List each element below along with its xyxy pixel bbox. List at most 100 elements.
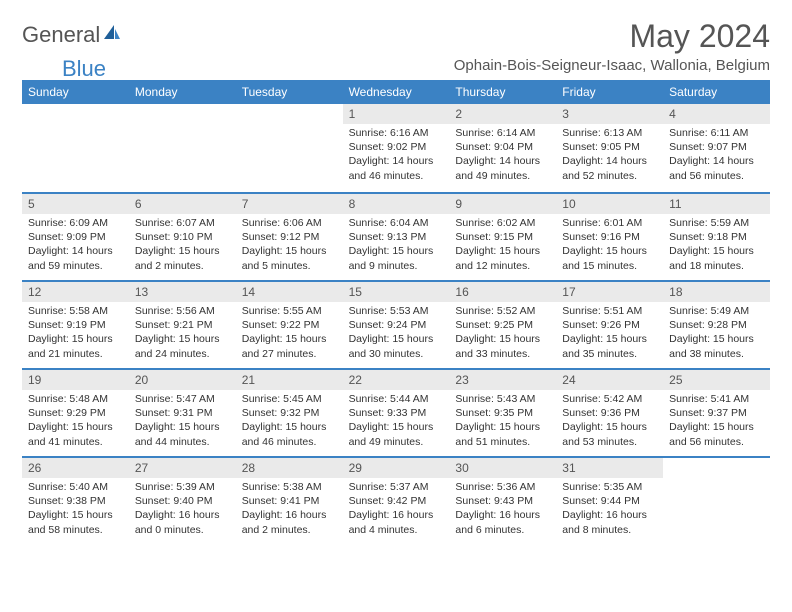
brand-logo: General <box>22 18 124 48</box>
day-details: Sunrise: 5:49 AMSunset: 9:28 PMDaylight:… <box>663 304 770 361</box>
calendar-cell: 3Sunrise: 6:13 AMSunset: 9:05 PMDaylight… <box>556 104 663 192</box>
calendar-cell: 1Sunrise: 6:16 AMSunset: 9:02 PMDaylight… <box>343 104 450 192</box>
daylight-line: Daylight: 15 hours and 38 minutes. <box>669 332 764 360</box>
day-details: Sunrise: 5:41 AMSunset: 9:37 PMDaylight:… <box>663 392 770 449</box>
sunrise-line: Sunrise: 6:14 AM <box>455 126 550 140</box>
day-number: 18 <box>663 282 770 302</box>
sunset-line: Sunset: 9:15 PM <box>455 230 550 244</box>
day-details: Sunrise: 6:09 AMSunset: 9:09 PMDaylight:… <box>22 216 129 273</box>
sunrise-line: Sunrise: 5:37 AM <box>349 480 444 494</box>
sunrise-line: Sunrise: 5:40 AM <box>28 480 123 494</box>
day-details: Sunrise: 5:51 AMSunset: 9:26 PMDaylight:… <box>556 304 663 361</box>
daylight-line: Daylight: 15 hours and 27 minutes. <box>242 332 337 360</box>
daylight-line: Daylight: 15 hours and 56 minutes. <box>669 420 764 448</box>
daylight-line: Daylight: 14 hours and 49 minutes. <box>455 154 550 182</box>
day-number: 21 <box>236 370 343 390</box>
day-number: 5 <box>22 194 129 214</box>
calendar-cell: 11Sunrise: 5:59 AMSunset: 9:18 PMDayligh… <box>663 192 770 280</box>
day-details: Sunrise: 5:56 AMSunset: 9:21 PMDaylight:… <box>129 304 236 361</box>
day-number: 25 <box>663 370 770 390</box>
daylight-line: Daylight: 15 hours and 53 minutes. <box>562 420 657 448</box>
calendar-cell: 14Sunrise: 5:55 AMSunset: 9:22 PMDayligh… <box>236 280 343 368</box>
sunset-line: Sunset: 9:42 PM <box>349 494 444 508</box>
calendar-cell: 19Sunrise: 5:48 AMSunset: 9:29 PMDayligh… <box>22 368 129 456</box>
daylight-line: Daylight: 16 hours and 2 minutes. <box>242 508 337 536</box>
day-details: Sunrise: 6:04 AMSunset: 9:13 PMDaylight:… <box>343 216 450 273</box>
calendar-cell: 18Sunrise: 5:49 AMSunset: 9:28 PMDayligh… <box>663 280 770 368</box>
sunrise-line: Sunrise: 6:02 AM <box>455 216 550 230</box>
day-details: Sunrise: 5:40 AMSunset: 9:38 PMDaylight:… <box>22 480 129 537</box>
location-label: Ophain-Bois-Seigneur-Isaac, Wallonia, Be… <box>454 57 770 74</box>
day-number: 17 <box>556 282 663 302</box>
weekday-header: Friday <box>556 80 663 104</box>
weekday-header-row: Sunday Monday Tuesday Wednesday Thursday… <box>22 80 770 104</box>
daylight-line: Daylight: 15 hours and 44 minutes. <box>135 420 230 448</box>
sunrise-line: Sunrise: 5:45 AM <box>242 392 337 406</box>
sunset-line: Sunset: 9:05 PM <box>562 140 657 154</box>
sunrise-line: Sunrise: 5:55 AM <box>242 304 337 318</box>
daylight-line: Daylight: 15 hours and 58 minutes. <box>28 508 123 536</box>
calendar-cell: 28Sunrise: 5:38 AMSunset: 9:41 PMDayligh… <box>236 456 343 544</box>
daylight-line: Daylight: 15 hours and 21 minutes. <box>28 332 123 360</box>
sunrise-line: Sunrise: 5:38 AM <box>242 480 337 494</box>
sunset-line: Sunset: 9:33 PM <box>349 406 444 420</box>
sunset-line: Sunset: 9:38 PM <box>28 494 123 508</box>
sunrise-line: Sunrise: 5:47 AM <box>135 392 230 406</box>
calendar-cell: 10Sunrise: 6:01 AMSunset: 9:16 PMDayligh… <box>556 192 663 280</box>
sunset-line: Sunset: 9:18 PM <box>669 230 764 244</box>
calendar-cell: 25Sunrise: 5:41 AMSunset: 9:37 PMDayligh… <box>663 368 770 456</box>
sunset-line: Sunset: 9:28 PM <box>669 318 764 332</box>
day-details: Sunrise: 6:14 AMSunset: 9:04 PMDaylight:… <box>449 126 556 183</box>
day-details: Sunrise: 5:42 AMSunset: 9:36 PMDaylight:… <box>556 392 663 449</box>
weekday-header: Saturday <box>663 80 770 104</box>
month-title: May 2024 <box>454 18 770 55</box>
day-number: 10 <box>556 194 663 214</box>
sunrise-line: Sunrise: 5:52 AM <box>455 304 550 318</box>
brand-text-general: General <box>22 22 100 48</box>
day-details: Sunrise: 6:06 AMSunset: 9:12 PMDaylight:… <box>236 216 343 273</box>
daylight-line: Daylight: 15 hours and 46 minutes. <box>242 420 337 448</box>
sunset-line: Sunset: 9:25 PM <box>455 318 550 332</box>
day-details: Sunrise: 5:35 AMSunset: 9:44 PMDaylight:… <box>556 480 663 537</box>
sunset-line: Sunset: 9:43 PM <box>455 494 550 508</box>
sunrise-line: Sunrise: 5:35 AM <box>562 480 657 494</box>
sunrise-line: Sunrise: 5:51 AM <box>562 304 657 318</box>
sunrise-line: Sunrise: 5:36 AM <box>455 480 550 494</box>
weekday-header: Monday <box>129 80 236 104</box>
calendar-cell: 26Sunrise: 5:40 AMSunset: 9:38 PMDayligh… <box>22 456 129 544</box>
calendar-page: General May 2024 Ophain-Bois-Seigneur-Is… <box>0 0 792 554</box>
day-details: Sunrise: 5:55 AMSunset: 9:22 PMDaylight:… <box>236 304 343 361</box>
day-number: 26 <box>22 458 129 478</box>
calendar-cell: 29Sunrise: 5:37 AMSunset: 9:42 PMDayligh… <box>343 456 450 544</box>
day-details: Sunrise: 5:59 AMSunset: 9:18 PMDaylight:… <box>663 216 770 273</box>
sunrise-line: Sunrise: 5:59 AM <box>669 216 764 230</box>
brand-text-blue: Blue <box>62 56 106 82</box>
day-number: 8 <box>343 194 450 214</box>
sunset-line: Sunset: 9:10 PM <box>135 230 230 244</box>
day-details: Sunrise: 5:38 AMSunset: 9:41 PMDaylight:… <box>236 480 343 537</box>
daylight-line: Daylight: 15 hours and 2 minutes. <box>135 244 230 272</box>
day-details: Sunrise: 5:43 AMSunset: 9:35 PMDaylight:… <box>449 392 556 449</box>
day-number: 14 <box>236 282 343 302</box>
sunrise-line: Sunrise: 6:07 AM <box>135 216 230 230</box>
daylight-line: Daylight: 14 hours and 46 minutes. <box>349 154 444 182</box>
sunset-line: Sunset: 9:35 PM <box>455 406 550 420</box>
day-details: Sunrise: 6:16 AMSunset: 9:02 PMDaylight:… <box>343 126 450 183</box>
day-number: 22 <box>343 370 450 390</box>
day-number: 2 <box>449 104 556 124</box>
sunrise-line: Sunrise: 6:11 AM <box>669 126 764 140</box>
calendar-cell: 30Sunrise: 5:36 AMSunset: 9:43 PMDayligh… <box>449 456 556 544</box>
day-number: 20 <box>129 370 236 390</box>
daylight-line: Daylight: 14 hours and 59 minutes. <box>28 244 123 272</box>
sunrise-line: Sunrise: 6:01 AM <box>562 216 657 230</box>
day-number: 27 <box>129 458 236 478</box>
day-number: 7 <box>236 194 343 214</box>
daylight-line: Daylight: 16 hours and 0 minutes. <box>135 508 230 536</box>
day-number: 3 <box>556 104 663 124</box>
day-number: 28 <box>236 458 343 478</box>
day-details: Sunrise: 5:39 AMSunset: 9:40 PMDaylight:… <box>129 480 236 537</box>
day-details: Sunrise: 5:52 AMSunset: 9:25 PMDaylight:… <box>449 304 556 361</box>
day-details: Sunrise: 5:48 AMSunset: 9:29 PMDaylight:… <box>22 392 129 449</box>
daylight-line: Daylight: 14 hours and 56 minutes. <box>669 154 764 182</box>
sunset-line: Sunset: 9:31 PM <box>135 406 230 420</box>
